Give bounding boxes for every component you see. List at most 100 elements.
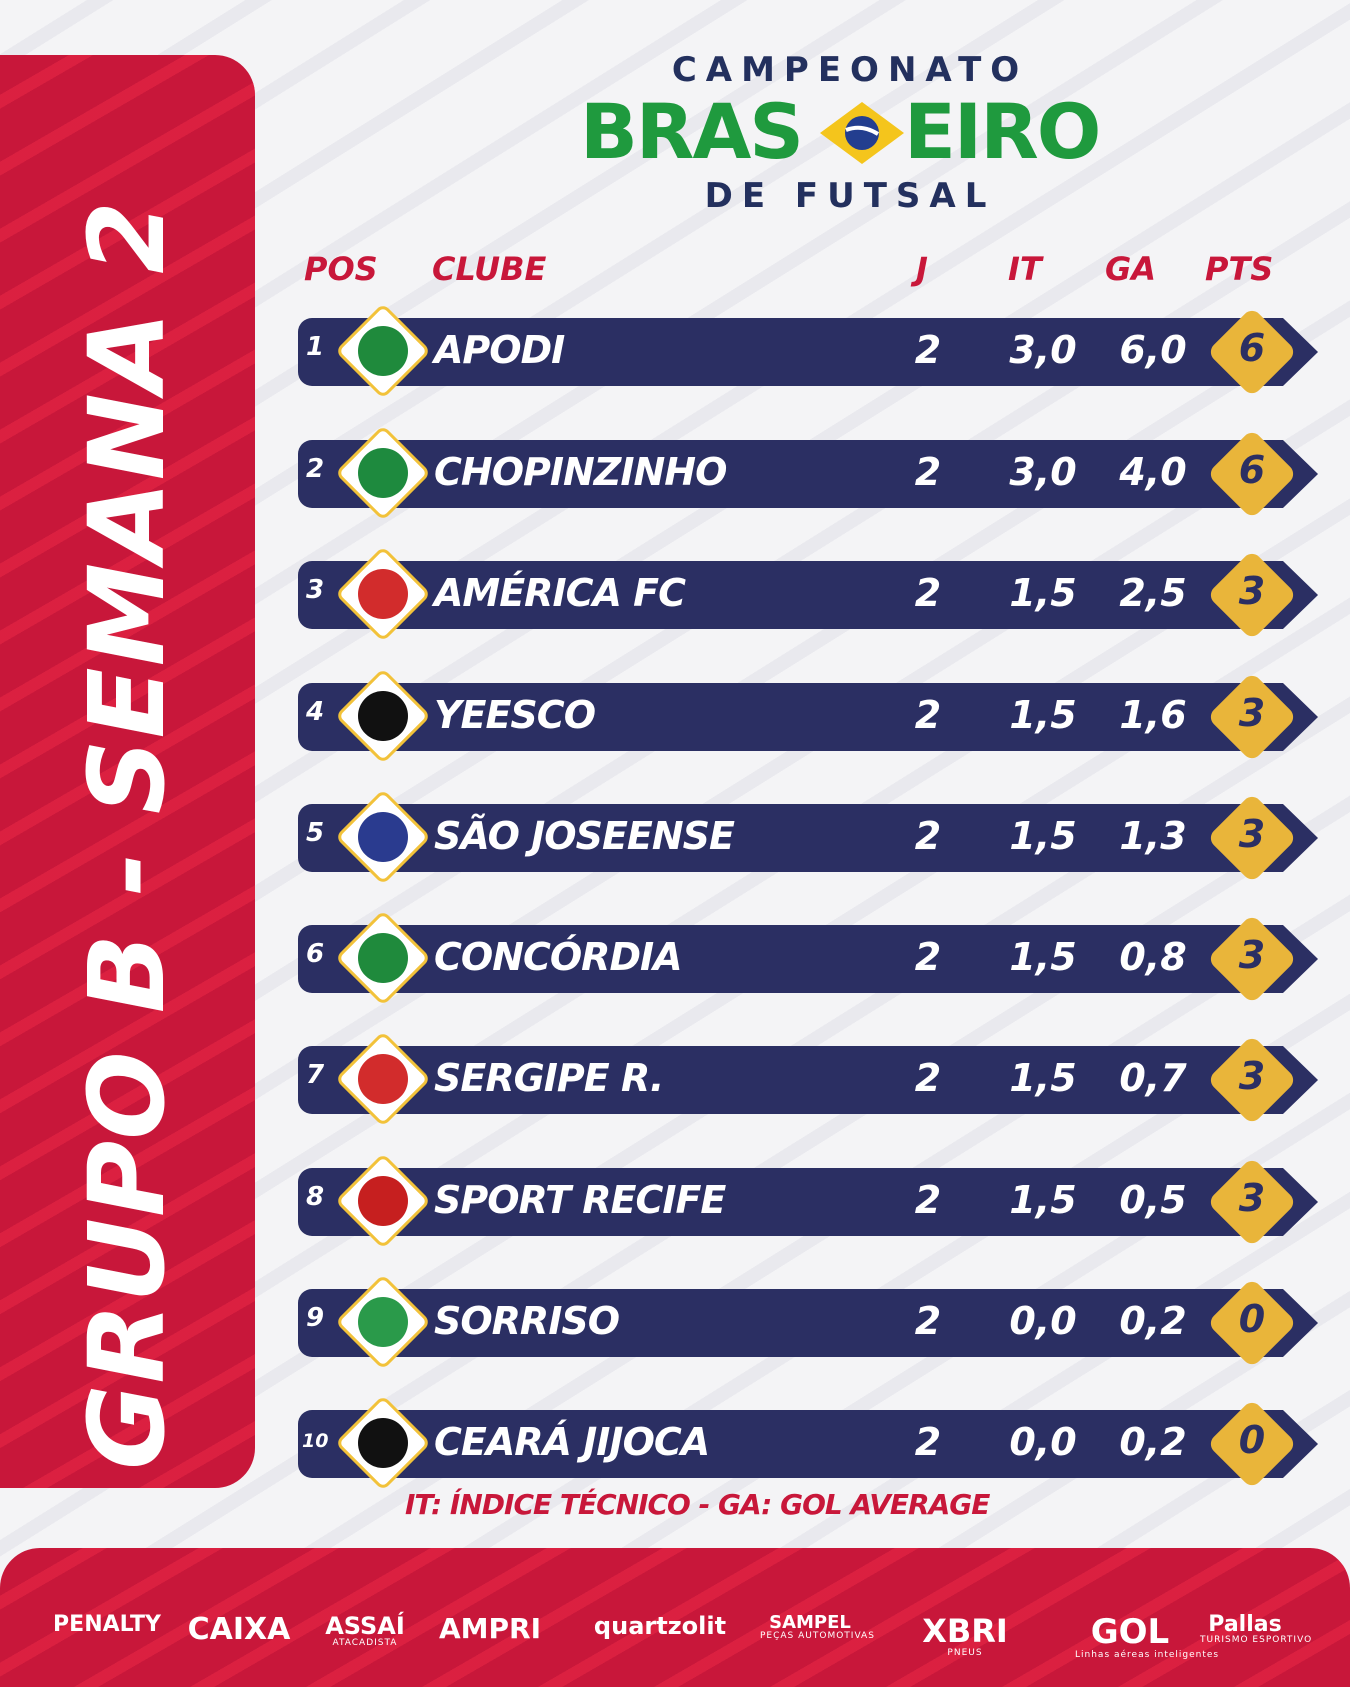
side-panel: GRUPO B - SEMANA 2 [0,55,255,1488]
sponsor-subtitle: ATACADISTA [332,1638,398,1648]
table-row: 9 SORRISO 2 0,0 0,2 0 [298,1273,1318,1371]
games-played: 2 [914,328,942,372]
sponsor-name: quartzolit [593,1612,727,1640]
logo-middle-left: BRAS [580,87,804,176]
row-position: 2 [306,454,325,484]
logo-middle-right: EIRO [904,87,1101,176]
row-bar [298,804,1318,872]
games-played: 2 [914,1178,942,1222]
technical-index: 0,0 [1009,1299,1077,1343]
sponsor-logo: SAMPEL PEÇAS AUTOMOTIVAS [760,1612,875,1662]
row-bar [298,925,1318,993]
club-crest-icon [334,1152,432,1250]
row-bar [298,1168,1318,1236]
points-value: 3 [1238,1054,1266,1098]
row-position: 1 [306,332,325,362]
goal-average: 0,5 [1119,1178,1187,1222]
goal-average: 2,5 [1119,571,1187,615]
goal-average: 0,7 [1119,1056,1187,1100]
table-row: 5 SÃO JOSEENSE 2 1,5 1,3 3 [298,788,1318,886]
points-badge: 3 [1206,549,1298,641]
points-badge: 6 [1206,428,1298,520]
club-name: CHOPINZINHO [434,450,727,494]
crest-inner [358,1176,408,1226]
header-j: J [916,250,928,288]
points-value: 3 [1238,1176,1266,1220]
points-badge: 3 [1206,792,1298,884]
row-bar [298,1410,1318,1478]
technical-index: 1,5 [1009,571,1077,615]
logo-bottom-text: DE FUTSAL [704,176,996,216]
technical-index: 3,0 [1009,328,1077,372]
sponsor-name: GOL [1090,1612,1170,1652]
club-name: YEESCO [434,693,596,737]
points-value: 0 [1238,1297,1266,1341]
row-bar [298,440,1318,508]
points-badge: 0 [1206,1398,1298,1490]
header-pos: POS [304,250,378,288]
club-crest-icon [334,1394,432,1492]
games-played: 2 [914,1299,942,1343]
row-position: 6 [306,939,325,969]
row-position: 7 [306,1060,325,1090]
crest-inner [358,448,408,498]
club-crest-icon [334,302,432,400]
row-position: 5 [306,818,325,848]
club-crest-icon [334,424,432,522]
club-name: CEARÁ JIJOCA [434,1420,710,1464]
goal-average: 1,3 [1119,814,1187,858]
club-crest-icon [334,909,432,1007]
games-played: 2 [914,693,942,737]
crest-inner [358,1297,408,1347]
row-bar [298,1046,1318,1114]
sponsor-logo: CAIXA [184,1612,294,1662]
table-row: 6 CONCÓRDIA 2 1,5 0,8 3 [298,909,1318,1007]
crest-inner [358,933,408,983]
technical-index: 0,0 [1009,1420,1077,1464]
table-row: 10 CEARÁ JIJOCA 2 0,0 0,2 0 [298,1394,1318,1492]
points-badge: 3 [1206,671,1298,763]
row-position: 3 [306,575,325,605]
sponsor-footer: PENALTY CAIXA ASSAÍ ATACADISTA AMPRI quartzol… [0,1548,1350,1687]
club-crest-icon [334,1273,432,1371]
sponsor-subtitle: PEÇAS AUTOMOTIVAS [760,1631,875,1641]
goal-average: 0,2 [1119,1299,1187,1343]
points-badge: 6 [1206,306,1298,398]
points-value: 3 [1238,933,1266,977]
club-name: AMÉRICA FC [434,571,686,615]
sponsor-logo: ASSAÍ ATACADISTA [325,1612,405,1662]
logo-top-text: CAMPEONATO [671,50,1029,90]
row-bar [298,318,1318,386]
sponsor-logo: GOL Linhas aéreas inteligentes [1075,1612,1218,1662]
table-row: 8 SPORT RECIFE 2 1,5 0,5 3 [298,1152,1318,1250]
club-crest-icon [334,1030,432,1128]
sponsor-name: PENALTY [53,1612,161,1637]
header-it: IT [1008,250,1042,288]
sponsor-subtitle: TURISMO ESPORTIVO [1200,1635,1313,1645]
sponsor-logo: AMPRI [430,1612,550,1662]
points-value: 3 [1238,569,1266,613]
row-position: 8 [306,1182,325,1212]
crest-inner [358,691,408,741]
sponsor-subtitle: PNEUS [947,1648,983,1658]
club-name: APODI [434,328,565,372]
legend-text: IT: ÍNDICE TÉCNICO - GA: GOL AVERAGE [405,1488,990,1521]
row-bar [298,683,1318,751]
sponsor-logo: PENALTY [52,1612,162,1662]
header-club: CLUBE [432,250,547,288]
goal-average: 4,0 [1119,450,1187,494]
row-bar [298,561,1318,629]
technical-index: 1,5 [1009,1056,1077,1100]
brazil-flag-icon [820,102,904,164]
logo-middle: BRAS EIRO [580,92,1120,172]
table-row: 1 APODI 2 3,0 6,0 6 [298,302,1318,400]
technical-index: 1,5 [1009,935,1077,979]
row-position: 10 [302,1430,329,1452]
points-badge: 3 [1206,1034,1298,1126]
club-crest-icon [334,545,432,643]
club-name: CONCÓRDIA [434,935,683,979]
sponsor-logo: XBRI PNEUS [885,1612,1045,1662]
side-title: GRUPO B - SEMANA 2 [66,200,188,1470]
club-name: SORRISO [434,1299,620,1343]
games-played: 2 [914,571,942,615]
